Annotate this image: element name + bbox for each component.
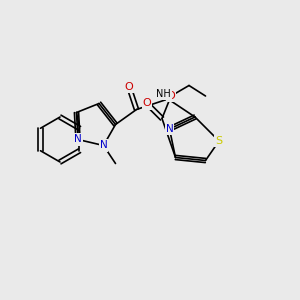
Text: N: N (166, 124, 173, 134)
Text: N: N (100, 140, 107, 151)
Text: O: O (142, 98, 152, 109)
Text: S: S (215, 136, 223, 146)
Text: O: O (167, 91, 176, 101)
Text: O: O (124, 82, 134, 92)
Text: NH: NH (156, 89, 171, 100)
Text: N: N (74, 134, 82, 145)
